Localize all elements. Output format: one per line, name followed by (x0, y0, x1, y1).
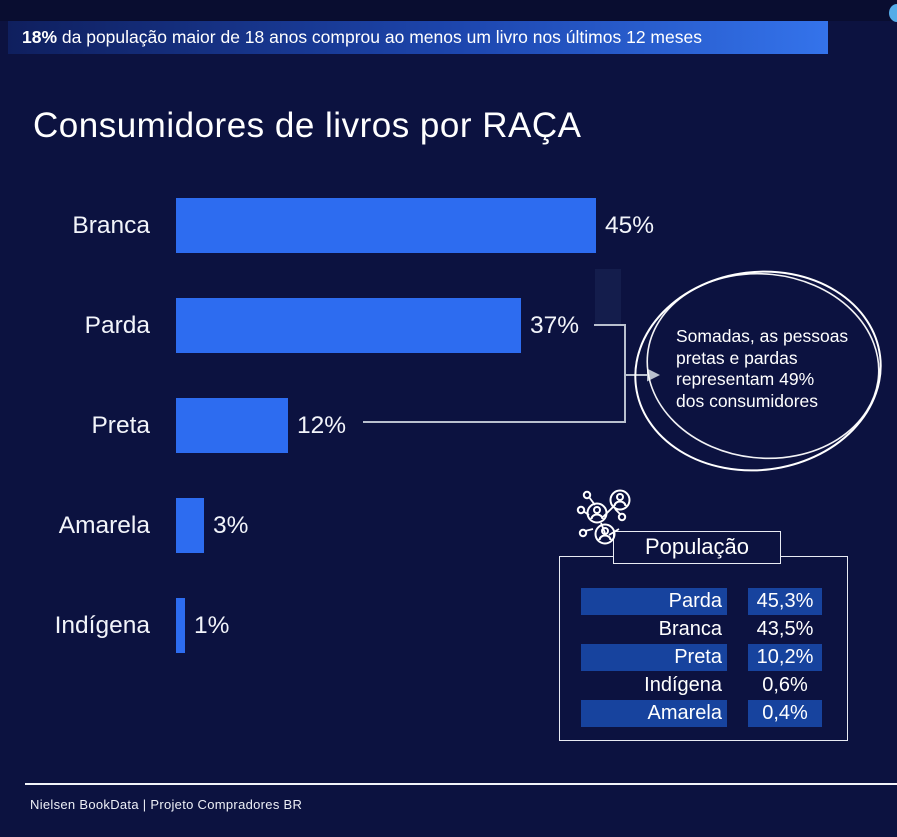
population-row-value: 45,3% (748, 588, 822, 615)
population-row: Parda 45,3% (581, 588, 822, 616)
footer-source: Nielsen BookData | Projeto Compradores B… (30, 797, 303, 812)
bar-label: Amarela (58, 511, 150, 539)
corner-accent-dot (889, 4, 897, 22)
population-row: Branca 43,5% (581, 616, 822, 644)
person-circle-icon (594, 523, 616, 545)
annotation-text: Somadas, as pessoas pretas e pardas repr… (676, 326, 886, 412)
population-row-value: 0,4% (748, 700, 822, 727)
bar-value: 12% (297, 411, 347, 439)
chart-row-indigena: Indígena 1% (0, 598, 897, 653)
population-row-label: Amarela (581, 700, 727, 727)
annotation-line: pretas e pardas (676, 347, 798, 368)
decor-rectangle (595, 269, 621, 326)
bar-branca (176, 198, 596, 253)
bar-indigena (176, 598, 185, 653)
population-row-label: Preta (581, 644, 727, 671)
connector-arrowhead-icon (647, 368, 660, 382)
annotation-line: Somadas, as pessoas (676, 326, 849, 346)
footer-divider (25, 783, 897, 785)
annotation-line: dos consumidores (676, 390, 819, 411)
person-circle-icon (586, 502, 608, 524)
bar-label: Parda (84, 311, 150, 339)
headline-banner: 18% da população maior de 18 anos compro… (8, 21, 828, 54)
bar-value: 45% (605, 211, 655, 239)
page-title: Consumidores de livros por RAÇA (33, 106, 582, 145)
bar-label: Indígena (54, 611, 150, 639)
bar-parda (176, 298, 521, 353)
chart-row-amarela: Amarela 3% (0, 498, 897, 553)
chart-row-branca: Branca 45% (0, 198, 897, 253)
population-row-label: Branca (658, 618, 722, 640)
population-row-value: 0,6% (762, 674, 808, 696)
top-strip (0, 0, 897, 21)
bar-value: 3% (213, 511, 249, 539)
chart-row-preta: Preta 12% (0, 398, 897, 453)
population-table: Parda 45,3% Branca 43,5% Preta 10,2% Ind… (581, 588, 822, 728)
bar-preta (176, 398, 288, 453)
population-row-value: 43,5% (756, 618, 814, 640)
headline-text: da população maior de 18 anos comprou ao… (57, 27, 702, 47)
population-row-label: Parda (581, 588, 727, 615)
population-row: Amarela 0,4% (581, 700, 822, 728)
population-row-value: 10,2% (748, 644, 822, 671)
bar-label: Branca (72, 211, 150, 239)
population-row: Indígena 0,6% (581, 672, 822, 700)
bar-amarela (176, 498, 204, 553)
people-network-icon (576, 489, 631, 545)
population-title: População (613, 531, 781, 564)
annotation-line: representam 49% (676, 369, 815, 389)
bar-value: 1% (194, 611, 230, 639)
headline-highlight: 18% (22, 27, 58, 47)
population-row-label: Indígena (644, 674, 722, 696)
bar-label: Preta (91, 411, 150, 439)
person-circle-icon (609, 489, 631, 511)
bar-value: 37% (530, 311, 580, 339)
population-row: Preta 10,2% (581, 644, 822, 672)
